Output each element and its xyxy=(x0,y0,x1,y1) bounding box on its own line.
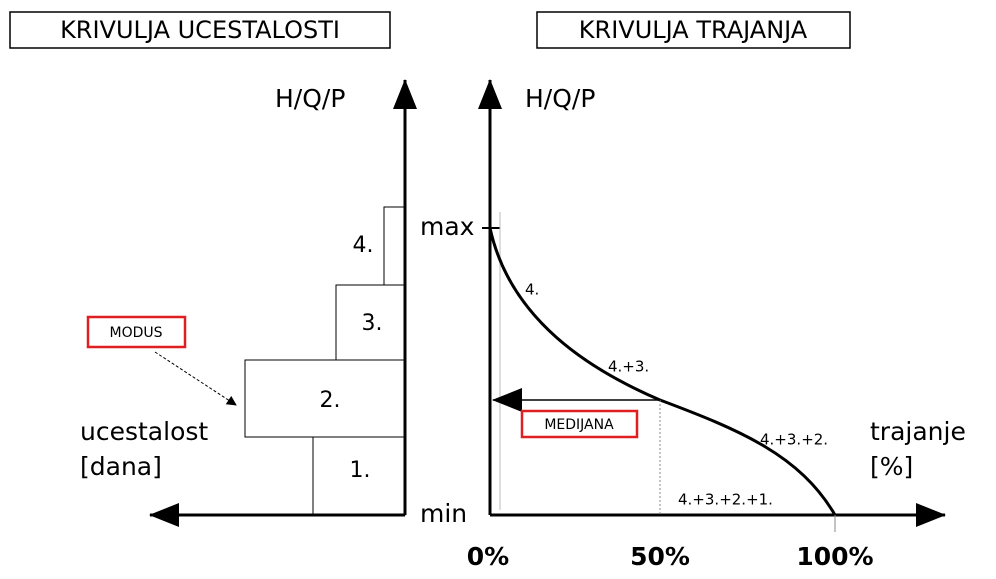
max-label: max xyxy=(420,212,474,241)
bar-label: 2. xyxy=(320,388,341,413)
title-box xyxy=(9,11,391,49)
axis-label: H/Q/P xyxy=(525,84,595,113)
bar-label: 1. xyxy=(350,458,371,483)
left-title: KRIVULJA UCESTALOSTI xyxy=(60,16,340,44)
highlight-box xyxy=(86,315,187,349)
x-label: ucestalost xyxy=(80,417,208,446)
title-box xyxy=(536,11,851,49)
curve-label: 4.+3.+2. xyxy=(760,431,828,449)
duration-curve xyxy=(488,227,837,516)
min-label: min xyxy=(420,499,467,528)
x-tick-label: 50% xyxy=(630,542,690,571)
right-title: KRIVULJA TRAJANJA xyxy=(579,16,808,44)
bar-label: 3. xyxy=(362,311,383,336)
curve-label: 4.+3.+2.+1. xyxy=(678,491,773,509)
x-tick-label: 0% xyxy=(467,542,509,571)
curve-label: 4.+3. xyxy=(608,358,649,376)
axis-label: H/Q/P xyxy=(275,84,345,113)
x-label: trajanje xyxy=(870,417,966,446)
x-tick-label: 100% xyxy=(796,542,873,571)
curve-label: 4. xyxy=(525,281,539,299)
modus-label: MODUS xyxy=(109,325,162,341)
x-label: [dana] xyxy=(80,452,162,481)
highlight-box xyxy=(520,409,639,439)
bar-label: 4. xyxy=(353,233,374,258)
pointer-arrow xyxy=(154,351,237,406)
median-label: MEDIJANA xyxy=(544,417,614,433)
bar xyxy=(312,436,406,516)
bar xyxy=(383,206,406,286)
x-label: [%] xyxy=(870,452,913,481)
